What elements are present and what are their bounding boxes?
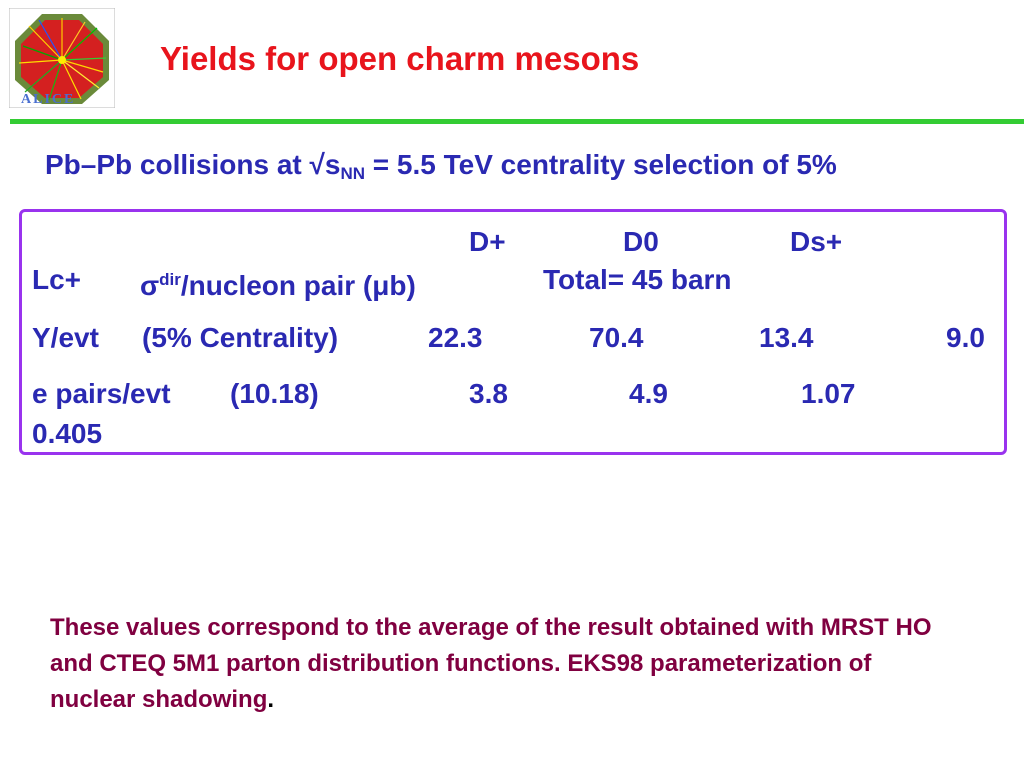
alice-logo: ALICE — [8, 7, 116, 109]
subtitle-prefix: Pb–Pb collisions at √s — [45, 149, 341, 180]
slide-title: Yields for open charm mesons — [160, 40, 640, 77]
logo-label: ALICE — [21, 92, 76, 107]
row2-value-d0: 70.4 — [589, 322, 644, 353]
row2-value-lcplus: 9.0 — [946, 322, 985, 353]
row3-detail: (10.18) — [230, 378, 319, 409]
row2-detail: (5% Centrality) — [142, 322, 339, 353]
footnote: These values correspond to the average o… — [50, 610, 950, 718]
row3-label: e pairs/evt — [32, 378, 171, 409]
footnote-period: . — [267, 686, 275, 713]
row2-label: Y/evt — [32, 322, 99, 353]
subtitle-suffix: = 5.5 TeV centrality selection of 5% — [365, 149, 837, 180]
row1-first: Lc+ — [32, 264, 82, 295]
col-header-d0: D0 — [623, 226, 659, 257]
row1-cross-section-label: σdir/nucleon pair (μb) — [140, 264, 416, 302]
title-divider — [10, 119, 1024, 124]
cross-section-unit-label: /nucleon pair (μb) — [180, 270, 416, 301]
row2-value-dsplus: 13.4 — [759, 322, 814, 353]
octagon-detector-icon — [8, 7, 116, 109]
footnote-text: These values correspond to the average o… — [50, 614, 932, 713]
sigma-symbol: σ — [140, 270, 160, 301]
sigma-superscript: dir — [159, 270, 181, 289]
row2-value-dplus: 22.3 — [428, 322, 483, 353]
subtitle-subscript: NN — [340, 164, 366, 183]
row3-value-d0: 4.9 — [629, 378, 668, 409]
yields-table-box: D+ D0 Ds+ Lc+ σdir/nucleon pair (μb) Tot… — [19, 209, 1007, 455]
row1-total: Total= 45 barn — [543, 264, 732, 295]
collision-subtitle: Pb–Pb collisions at √sNN = 5.5 TeV centr… — [45, 148, 980, 190]
row3-value-lcplus: 0.405 — [32, 418, 103, 449]
col-header-dsplus: Ds+ — [790, 226, 843, 257]
row3-value-dplus: 3.8 — [469, 378, 508, 409]
row3-value-dsplus: 1.07 — [801, 378, 856, 409]
col-header-dplus: D+ — [469, 226, 506, 257]
